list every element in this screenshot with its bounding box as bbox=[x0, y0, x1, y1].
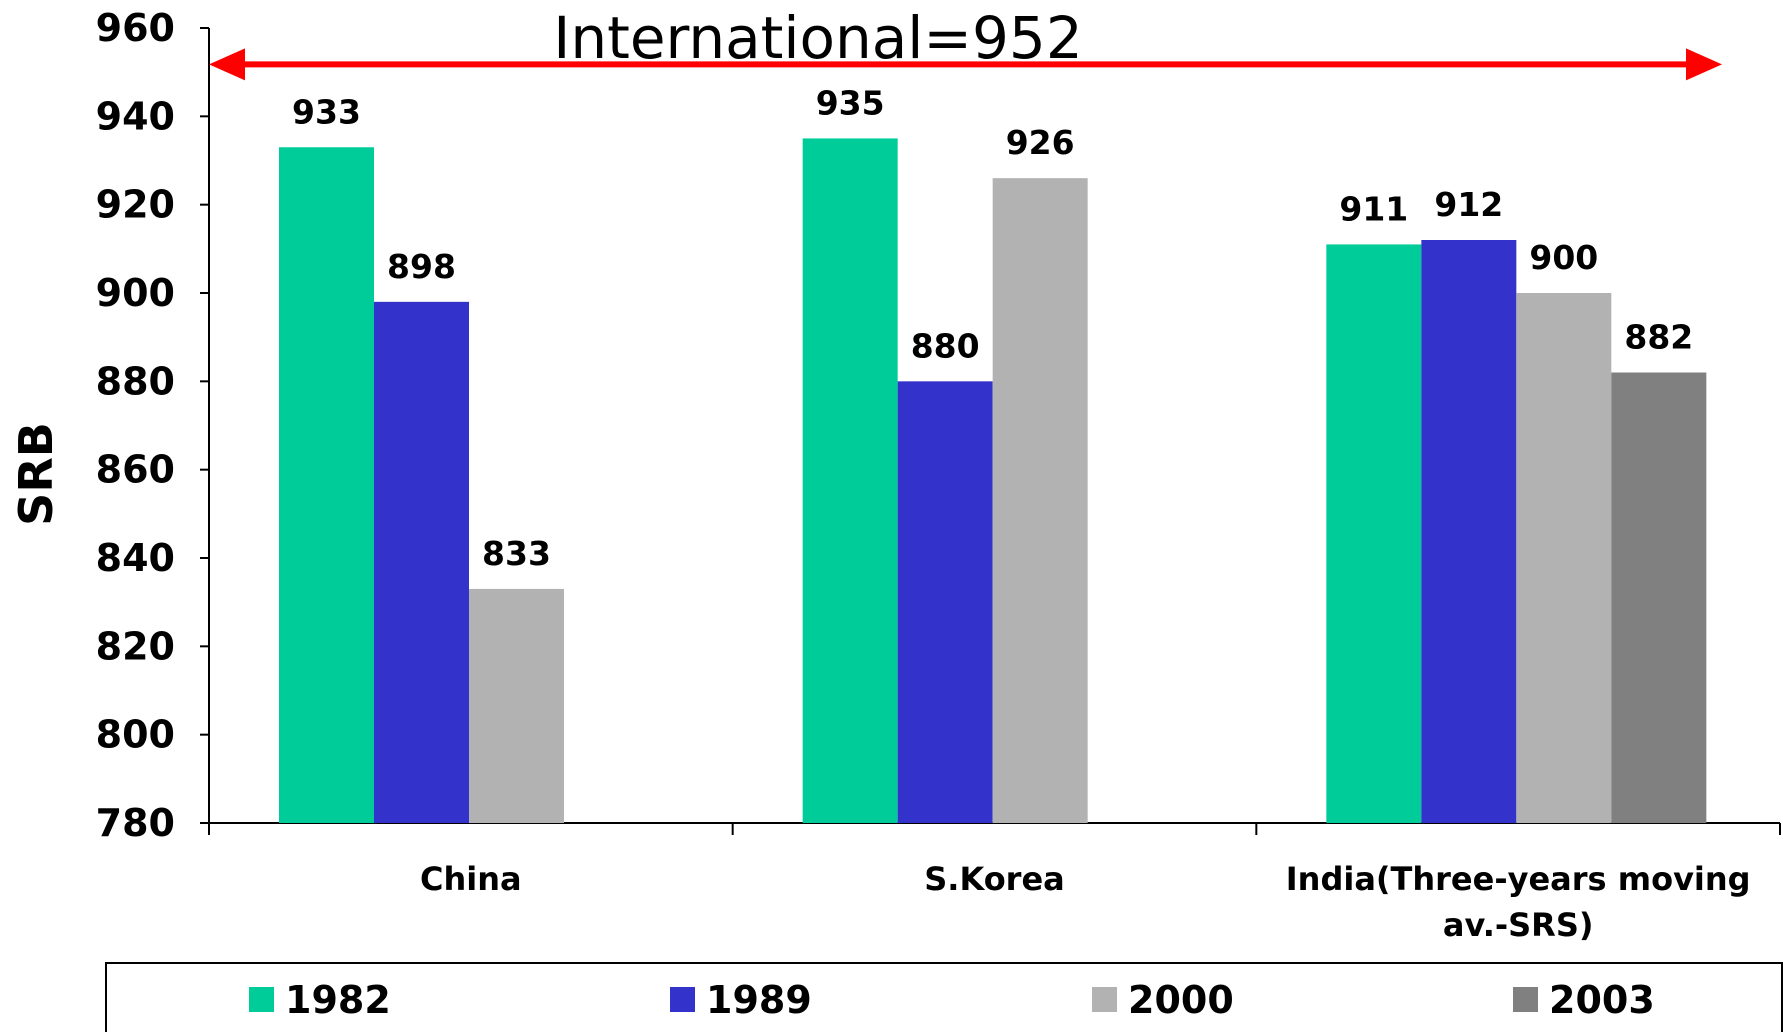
y-tick-label: 860 bbox=[96, 448, 175, 492]
x-axis bbox=[208, 822, 1781, 835]
category-label: India(Three-years moving bbox=[1286, 860, 1751, 898]
y-tick-label: 880 bbox=[96, 359, 175, 403]
bar-1982-2 bbox=[1326, 244, 1422, 823]
legend-box bbox=[105, 962, 1783, 1032]
y-tick-label: 840 bbox=[96, 536, 175, 580]
bar-1989-1 bbox=[897, 381, 993, 823]
bar-1982-0 bbox=[279, 147, 374, 823]
data-label: 900 bbox=[1529, 238, 1598, 277]
data-label: 880 bbox=[911, 326, 980, 365]
arrow-head-right bbox=[1686, 48, 1722, 81]
bar-1982-1 bbox=[802, 138, 898, 823]
y-tick-label: 780 bbox=[96, 801, 175, 845]
category-label: China bbox=[420, 860, 522, 898]
data-label: 933 bbox=[292, 92, 361, 131]
data-label: 912 bbox=[1434, 185, 1503, 224]
bar-2000-1 bbox=[992, 178, 1088, 823]
y-tick-label: 960 bbox=[96, 6, 175, 50]
legend: 1982 1989 2000 2003 bbox=[249, 978, 1655, 1022]
y-tick-label: 820 bbox=[96, 624, 175, 668]
y-tick-label: 940 bbox=[96, 94, 175, 138]
y-axis: 780 800 820 840 860 880 900 920 940 960 bbox=[96, 6, 210, 845]
data-label: 882 bbox=[1624, 318, 1693, 357]
international-reference-label: International=952 bbox=[553, 4, 1082, 72]
bar-2000-2 bbox=[1516, 293, 1612, 823]
category-label: S.Korea bbox=[924, 860, 1065, 898]
legend-label-2003: 2003 bbox=[1549, 978, 1655, 1022]
data-label: 935 bbox=[816, 83, 885, 122]
legend-swatch-1989 bbox=[670, 987, 695, 1012]
legend-swatch-2003 bbox=[1513, 987, 1538, 1012]
data-label: 926 bbox=[1006, 123, 1075, 162]
category-labels: China S.Korea India(Three-years moving av.-… bbox=[420, 860, 1751, 944]
data-labels: 933 898 833 935 880 926 911 912 900 882 bbox=[292, 83, 1693, 573]
data-label: 898 bbox=[387, 247, 456, 286]
data-label: 833 bbox=[482, 534, 551, 573]
bar-1989-2 bbox=[1421, 240, 1517, 823]
bars bbox=[279, 138, 1707, 823]
y-tick-label: 800 bbox=[96, 713, 175, 757]
arrow-head-left bbox=[209, 48, 245, 81]
bar-2003-2 bbox=[1611, 372, 1707, 823]
bar-1989-0 bbox=[374, 301, 469, 823]
category-label: av.-SRS) bbox=[1443, 906, 1594, 944]
legend-label-2000: 2000 bbox=[1128, 978, 1234, 1022]
y-tick-label: 900 bbox=[96, 271, 175, 315]
data-label: 911 bbox=[1339, 189, 1408, 228]
y-axis-label: SRB bbox=[9, 422, 63, 526]
legend-label-1982: 1982 bbox=[285, 978, 391, 1022]
y-tick-label: 920 bbox=[96, 183, 175, 227]
legend-swatch-2000 bbox=[1092, 987, 1117, 1012]
international-reference-arrow bbox=[209, 48, 1722, 81]
bar-2000-0 bbox=[469, 588, 564, 823]
legend-swatch-1982 bbox=[249, 987, 274, 1012]
legend-label-1989: 1989 bbox=[706, 978, 812, 1022]
